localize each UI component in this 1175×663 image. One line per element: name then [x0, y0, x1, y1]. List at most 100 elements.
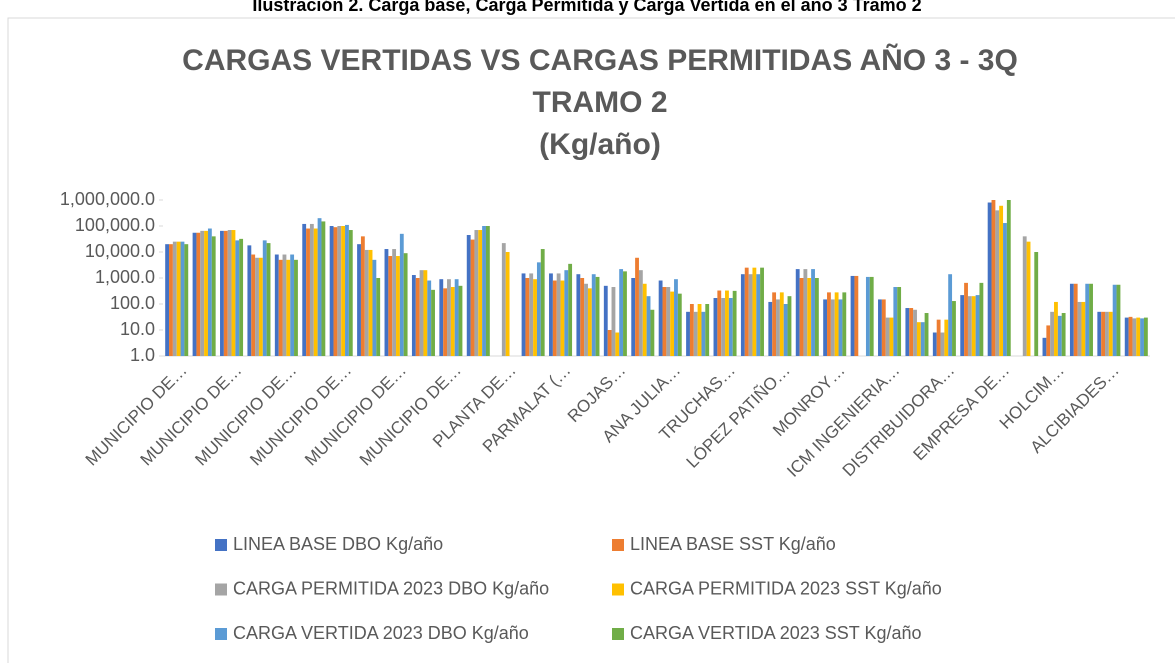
- bar: [635, 257, 639, 356]
- bar: [948, 274, 953, 356]
- bar: [450, 287, 455, 356]
- bar: [184, 244, 189, 356]
- bar: [278, 259, 283, 356]
- bar: [854, 275, 859, 356]
- bar: [1124, 317, 1129, 356]
- bar: [905, 308, 910, 356]
- bar: [701, 311, 706, 356]
- bar: [740, 274, 745, 356]
- bar: [372, 259, 377, 356]
- legend-label: CARGA VERTIDA 2023 DBO Kg/año: [233, 623, 529, 643]
- bar: [799, 278, 804, 356]
- bar: [838, 299, 843, 356]
- bar: [1136, 317, 1141, 356]
- bar: [345, 224, 349, 356]
- bar: [893, 287, 898, 356]
- bar: [638, 270, 643, 356]
- bar: [411, 275, 416, 356]
- bar: [306, 228, 310, 356]
- bar: [525, 278, 530, 356]
- bar: [196, 232, 201, 356]
- bar: [725, 290, 729, 356]
- bar: [1046, 325, 1051, 356]
- bar: [975, 295, 980, 356]
- bar: [779, 292, 784, 356]
- bar: [474, 230, 479, 356]
- bar: [1108, 311, 1113, 356]
- legend-swatch: [612, 583, 624, 596]
- bar: [466, 235, 471, 356]
- bar: [897, 287, 902, 356]
- bar: [611, 287, 616, 356]
- bar: [944, 319, 949, 356]
- bar: [697, 304, 702, 356]
- bar: [1128, 316, 1133, 356]
- bar: [560, 280, 565, 356]
- legend-swatch: [215, 583, 227, 596]
- bar: [787, 296, 792, 356]
- bar: [376, 278, 381, 356]
- bar: [916, 322, 921, 356]
- bar: [744, 267, 749, 356]
- bar: [1057, 315, 1062, 356]
- bar: [552, 280, 557, 356]
- bar: [752, 267, 757, 356]
- legend-swatch: [612, 628, 624, 640]
- bar: [783, 304, 788, 356]
- bar: [603, 285, 608, 356]
- bar: [536, 262, 541, 356]
- bar: [666, 287, 671, 356]
- bar: [368, 249, 373, 356]
- bar: [419, 270, 424, 356]
- bar: [478, 230, 483, 356]
- bar: [834, 292, 839, 356]
- bar: [384, 249, 389, 356]
- bar: [333, 227, 338, 356]
- bar: [885, 317, 890, 356]
- y-tick-label: 10.0: [120, 319, 155, 339]
- bar: [756, 274, 761, 356]
- bar: [772, 292, 777, 356]
- bar: [827, 292, 831, 356]
- bar: [329, 226, 334, 356]
- bar: [357, 244, 361, 356]
- bar: [1132, 318, 1137, 356]
- bar: [1140, 318, 1144, 356]
- bar: [1006, 200, 1011, 356]
- bar: [576, 274, 581, 356]
- bar: [364, 249, 369, 356]
- bar: [247, 245, 252, 356]
- caption: Ilustración 2. Carga base, Carga Permiti…: [252, 0, 921, 15]
- bar: [443, 288, 448, 356]
- bar: [674, 279, 678, 356]
- bar: [795, 269, 800, 356]
- bar: [913, 309, 917, 356]
- bar: [1003, 223, 1007, 356]
- bar: [807, 278, 812, 356]
- bar: [255, 257, 259, 356]
- bar: [540, 249, 545, 356]
- bar: [776, 299, 780, 356]
- bar: [556, 273, 561, 356]
- bar: [658, 280, 663, 356]
- chart-title: (Kg/año): [539, 128, 661, 161]
- bar: [337, 226, 342, 356]
- bar: [1105, 311, 1109, 356]
- bar: [204, 230, 208, 356]
- bar: [501, 243, 506, 356]
- bar: [865, 276, 870, 356]
- bar: [830, 299, 835, 356]
- bar: [282, 254, 287, 356]
- bar: [231, 230, 236, 356]
- bar: [1081, 301, 1086, 356]
- bar: [1026, 241, 1031, 356]
- legend-label: CARGA PERMITIDA 2023 DBO Kg/año: [233, 578, 549, 598]
- bar: [713, 298, 718, 356]
- bar: [952, 301, 956, 356]
- bar: [999, 205, 1004, 356]
- bar: [505, 252, 510, 356]
- y-tick-label: 1,000,000.0: [60, 189, 155, 209]
- bar: [388, 256, 393, 356]
- bar: [878, 299, 882, 356]
- bar: [180, 241, 185, 356]
